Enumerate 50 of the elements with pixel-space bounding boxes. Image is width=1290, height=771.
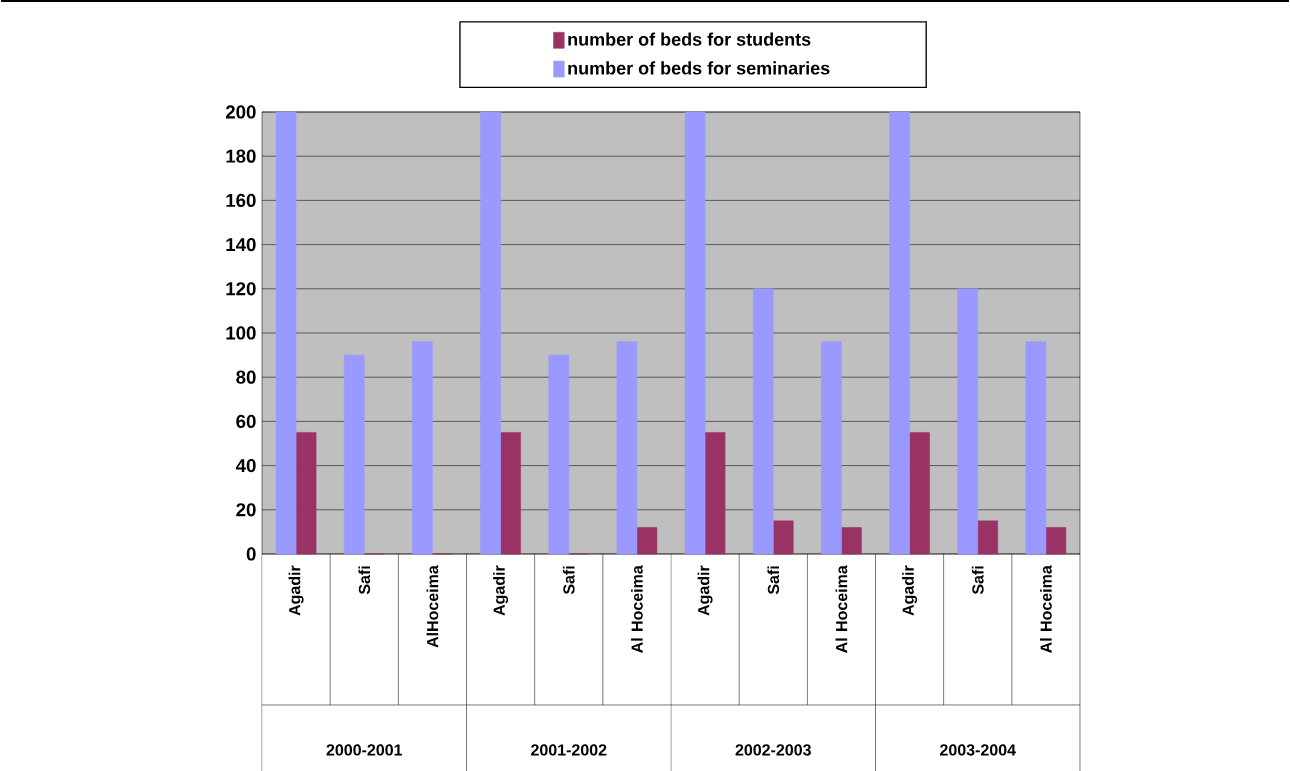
text: 2003-2004 <box>940 744 1016 756</box>
bar <box>480 111 501 555</box>
bar <box>616 341 638 555</box>
y-tick-label: 140 <box>226 237 256 252</box>
y-tick-label: 60 <box>236 414 256 428</box>
bar <box>636 527 658 555</box>
bar <box>343 354 365 555</box>
bar <box>909 432 930 555</box>
y-tick-label: 40 <box>235 458 256 473</box>
bar <box>1045 527 1067 555</box>
text: 2000-2001 <box>326 744 403 756</box>
bar <box>412 341 433 555</box>
y-tick-label: 160 <box>226 193 256 207</box>
bar <box>704 432 726 555</box>
x-tick-label: Al Hoceima <box>835 565 848 653</box>
x-tick-label: Agadir <box>697 565 713 616</box>
x-tick-label: Al Hoceima <box>631 565 643 653</box>
x-tick-label: Safi <box>562 566 575 595</box>
bar <box>684 111 706 555</box>
y-tick-label: 120 <box>226 282 256 296</box>
bar <box>889 111 910 555</box>
x-tick-label: AlHoceima <box>426 565 439 648</box>
x-tick-label: Agadir <box>902 565 918 616</box>
bar <box>977 520 999 555</box>
x-tick-label: Safi <box>767 566 780 595</box>
y-tick-label: 20 <box>236 503 256 517</box>
y-tick-label: 200 <box>225 105 256 119</box>
x-tick-label: Safi <box>358 566 371 595</box>
y-tick-label: 80 <box>236 370 256 384</box>
bar <box>772 520 794 555</box>
x-tick-label: Agadir <box>288 565 304 616</box>
bar <box>500 432 521 555</box>
bar <box>1025 341 1047 555</box>
legend-label: number of beds for students <box>568 32 811 46</box>
bar <box>841 527 862 555</box>
y-tick-label: 180 <box>226 149 256 163</box>
text: 2002-2003 <box>735 744 811 756</box>
y-tick-label: 0 <box>246 547 256 561</box>
x-tick-label: Safi <box>971 566 984 595</box>
text: 2001-2002 <box>531 744 607 756</box>
bar <box>295 432 317 555</box>
x-tick-label: Al Hoceima <box>1040 565 1052 653</box>
bar <box>821 341 842 555</box>
y-tick-label: 100 <box>226 326 256 340</box>
bar <box>752 288 774 555</box>
x-tick-label: Agadir <box>493 565 509 616</box>
bar <box>548 354 570 555</box>
legend-label: number of beds for seminaries <box>568 61 830 75</box>
bar <box>957 288 979 555</box>
bar <box>275 111 297 555</box>
